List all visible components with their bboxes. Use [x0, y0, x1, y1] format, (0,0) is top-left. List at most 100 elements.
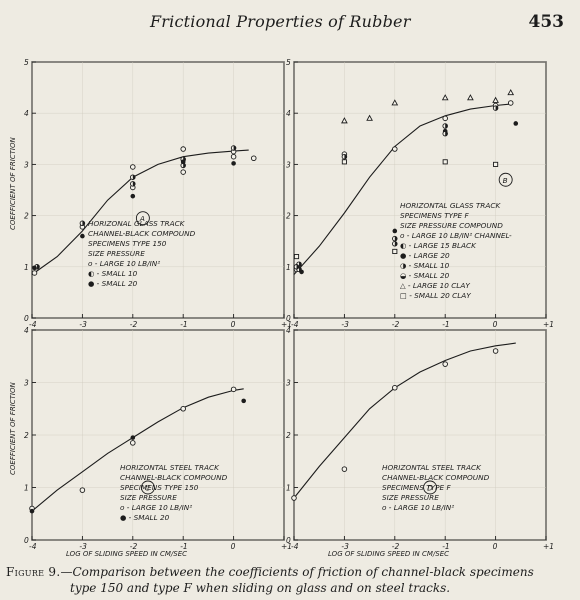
x-tick-label: -2	[392, 542, 400, 551]
series-0	[291, 348, 499, 501]
data-point-open-3	[442, 361, 448, 367]
data-point-square-3	[442, 159, 448, 165]
data-point-filled-0	[32, 265, 37, 271]
x-tick-label: 0	[231, 542, 236, 551]
series-4	[293, 235, 398, 270]
y-tick-label: 2	[286, 431, 291, 440]
legend-line: SPECIMENS TYPE F	[400, 211, 469, 220]
y-axis-label: COEFFICIENT OF FRICTION	[9, 136, 17, 230]
data-point-half-1-fill	[394, 236, 398, 241]
legend-line: SPECIMENS TYPE 150	[120, 483, 199, 492]
legend-line: SIZE PRESSURE	[88, 249, 145, 258]
y-tick-label: 1	[286, 263, 291, 272]
x-tick-label: 0	[231, 320, 236, 329]
legend-line: ● - SMALL 20	[88, 279, 138, 288]
panel-frame	[31, 61, 285, 319]
panel-letter-circle	[423, 480, 438, 495]
data-point-half-1	[392, 241, 398, 247]
x-tick-label: -3	[79, 320, 87, 329]
panel-letter-circle	[140, 480, 155, 495]
data-point-half-6	[230, 145, 237, 151]
panel-letter-circle	[135, 211, 150, 226]
x-tick-label: -3	[341, 542, 349, 551]
data-point-triangle-6	[507, 88, 515, 96]
panel-letter-circle	[498, 172, 513, 187]
data-point-open-0	[291, 495, 297, 501]
data-point-half-1	[341, 153, 348, 160]
fitted-curve	[293, 103, 511, 275]
data-point-half-2	[130, 174, 136, 180]
data-point-half-2-fill	[132, 174, 136, 180]
data-point-open-8	[251, 155, 257, 162]
legend-line: SIZE PRESSURE	[120, 493, 177, 502]
series-5	[341, 88, 515, 124]
legend-line: △ - LARGE 10 CLAY	[400, 281, 470, 290]
x-axis-label: LOG OF SLIDING SPEED IN CM/SEC	[328, 550, 449, 558]
x-tick-label: -1	[442, 320, 449, 329]
data-point-half-3	[492, 105, 499, 111]
fitted-curve	[293, 342, 516, 499]
data-point-filled-4	[231, 161, 236, 166]
data-point-open-5	[180, 169, 186, 175]
data-point-open-3	[442, 115, 448, 122]
x-tick-label: +1	[281, 320, 292, 329]
panel-letter: C	[145, 484, 151, 493]
x-tick-label: -1	[442, 542, 449, 551]
legend-line: o - LARGE 10 LB/IN²	[120, 503, 192, 512]
x-axis-label: LOG OF SLIDING SPEED IN CM/SEC	[66, 550, 187, 558]
y-tick-label: 4	[24, 109, 29, 118]
legend-line: HORIZONAL GLASS TRACK	[88, 219, 186, 228]
data-point-triangle-0	[341, 117, 348, 124]
data-point-triangle-3	[441, 94, 449, 101]
data-point-open-5	[507, 100, 514, 106]
legend-line: SPECIMENS TYPE 150	[88, 239, 167, 248]
x-tick-label: -4	[29, 320, 37, 329]
running-title: Frictional Properties of Rubber	[150, 12, 411, 31]
data-point-triangle-4	[467, 94, 474, 101]
x-tick-label: -1	[180, 320, 187, 329]
y-tick-label: 2	[24, 431, 29, 440]
data-point-half-1-fill	[82, 220, 85, 226]
y-tick-label: 3	[24, 160, 29, 169]
y-tick-label: 1	[286, 484, 291, 493]
data-point-triangle-5	[492, 96, 499, 103]
x-tick-label: -4	[291, 542, 299, 551]
data-point-open-7	[230, 153, 237, 160]
data-point-open-4	[492, 348, 499, 354]
legend-line: ● - LARGE 20	[400, 251, 450, 260]
x-tick-label: -2	[130, 542, 138, 551]
x-tick-label: +1	[543, 542, 554, 551]
data-point-half-0	[293, 264, 300, 270]
y-tick-label: 0	[286, 536, 291, 545]
data-point-open-0	[31, 270, 38, 276]
data-point-filled-3	[180, 159, 186, 165]
page-number: 453	[528, 12, 565, 32]
data-point-half-0-fill	[296, 264, 299, 270]
series-1	[29, 398, 246, 514]
legend-line: o - LARGE 10 LB/IN²	[382, 503, 454, 512]
data-point-open-4	[230, 386, 237, 393]
legend-line: o - LARGE 10 LB/IN² CHANNEL-	[400, 231, 512, 240]
caption-line-1: —Comparison between the coefficients of …	[60, 565, 534, 579]
y-tick-label: 0	[24, 314, 29, 323]
legend-line: SIZE PRESSURE	[382, 493, 439, 502]
panel-letter: A	[139, 214, 145, 223]
y-tick-label: 5	[286, 58, 291, 67]
figure-caption: Figure 9.—Comparison between the coeffic…	[6, 564, 576, 596]
data-point-filled-1	[130, 435, 136, 440]
x-tick-label: -1	[180, 542, 187, 551]
figure-9: -4 -3 -2 -1 0 +1 0 1 2 3 4 5 A HORIZONAL GLASS TRACK C…	[0, 40, 580, 560]
y-axis-label: COEFFICIENT OF FRICTION	[9, 381, 17, 475]
panel-letter: D	[427, 484, 433, 493]
y-tick-label: 2	[286, 212, 291, 221]
data-point-half-3	[130, 181, 136, 187]
legend-line: ◐ - SMALL 10	[88, 269, 138, 278]
panel-d: -4 -3 -2 -1 0 +1 0 1 2 3 4 D HORIZONTAL STEEL TRACKC…	[286, 326, 554, 558]
legend-line: CHANNEL-BLACK COMPOUND	[88, 229, 196, 238]
legend-line: ● - SMALL 20	[120, 513, 170, 522]
data-point-half-1-fill	[394, 241, 398, 247]
legend-line: ◑ - SMALL 10	[400, 261, 450, 270]
x-tick-label: +1	[543, 320, 554, 329]
